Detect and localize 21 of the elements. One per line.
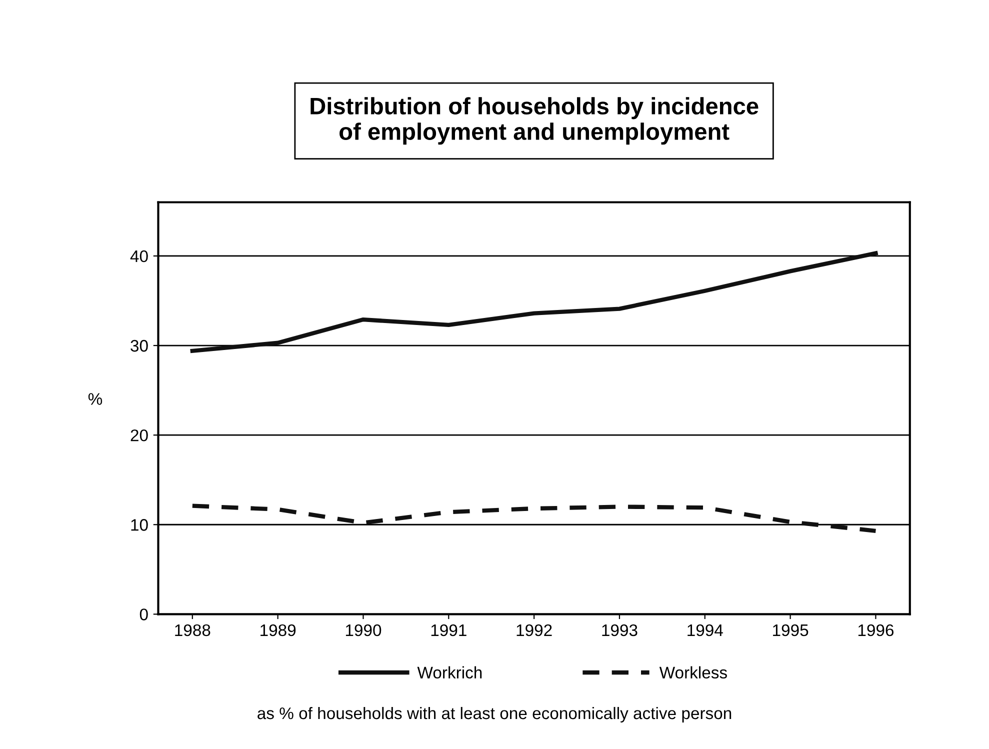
y-tick-label: 0 — [140, 608, 148, 620]
y-tick-label: 30 — [130, 340, 148, 352]
line-series — [190, 504, 878, 533]
x-tick-label: 1996 — [858, 624, 894, 636]
y-axis-title: % — [88, 393, 102, 405]
x-tick-label: 1993 — [602, 624, 638, 636]
y-tick-label: 10 — [131, 519, 148, 531]
legend-label: Workrich — [417, 666, 482, 678]
x-tick-label: 1992 — [516, 624, 552, 636]
chart-title: Distribution of households by incidence of employment and unemployment — [310, 97, 758, 145]
x-tick-label: 1989 — [260, 624, 296, 636]
line-series — [190, 251, 878, 353]
x-tick-label: 1991 — [431, 624, 466, 636]
x-tick-label: 1995 — [773, 624, 808, 636]
x-tick-label: 1994 — [688, 624, 723, 636]
legend-label: Workless — [659, 666, 727, 678]
x-tick-label: 1990 — [346, 624, 382, 636]
y-tick-label: 20 — [130, 429, 148, 442]
x-tick-label: 1988 — [175, 624, 210, 636]
y-tick-label: 40 — [130, 250, 148, 262]
text: as % of households with at least one economically active person — [258, 706, 732, 722]
